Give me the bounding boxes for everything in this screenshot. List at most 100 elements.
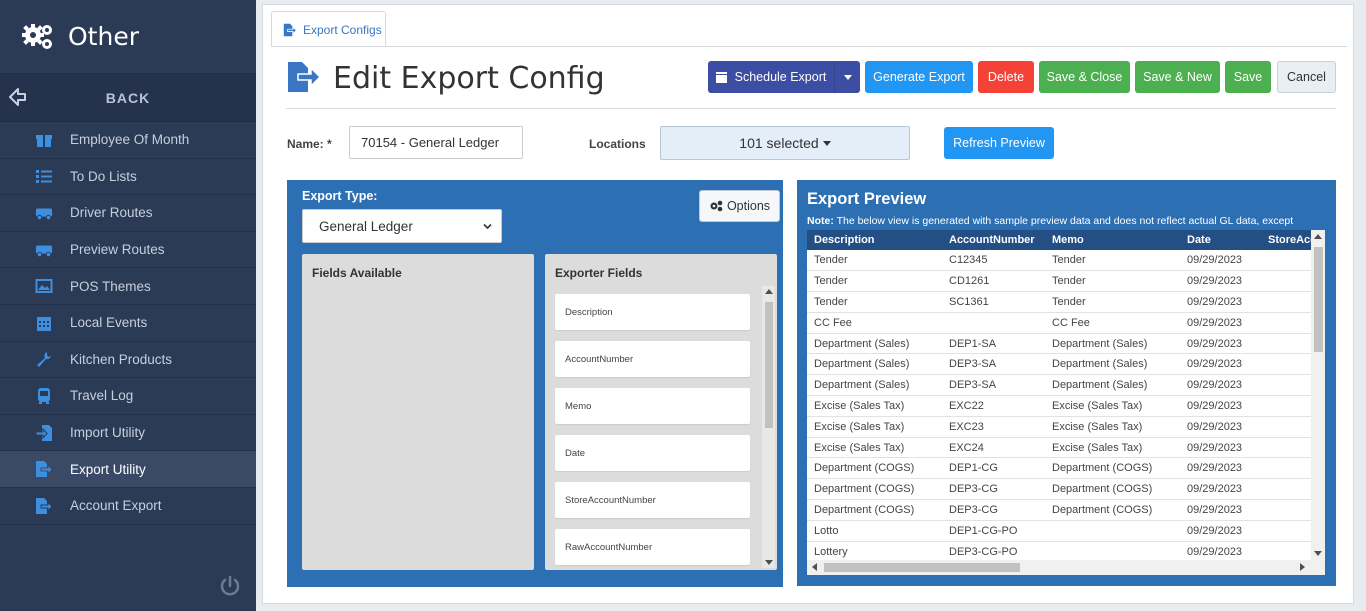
table-row[interactable]: Tender SC1361 Tender 09/29/2023 [807,291,1325,313]
table-cell: Excise (Sales Tax) [1045,437,1180,459]
table-row[interactable]: Department (COGS) DEP3-CG Department (COGS… [807,499,1325,521]
exporter-fields-scrollbar[interactable] [762,286,775,568]
save-new-button[interactable]: Save & New [1135,61,1220,93]
options-button[interactable]: Options [699,190,780,222]
table-row[interactable]: Excise (Sales Tax) EXC24 Excise (Sales Tax… [807,437,1325,459]
table-row[interactable]: Department (COGS) DEP1-CG Department (COGS… [807,457,1325,480]
sidebar-item-account-export[interactable]: Account Export [0,488,256,525]
scroll-right-icon[interactable] [1300,563,1305,571]
sidebar-item-to-do-lists[interactable]: To Do Lists [0,159,256,196]
sidebar-item-driver-routes[interactable]: Driver Routes [0,195,256,232]
delete-button[interactable]: Delete [978,61,1034,93]
refresh-preview-button[interactable]: Refresh Preview [944,127,1054,159]
scroll-up-icon[interactable] [1314,234,1322,239]
table-row[interactable]: Department (COGS) DEP3-CG Department (COGS… [807,478,1325,501]
table-header-row: Description AccountNumber Memo Date Stor… [807,230,1325,250]
sidebar-item-preview-routes[interactable]: Preview Routes [0,232,256,269]
table-row[interactable]: Lottery DEP3-CG-PO 09/29/2023 [807,541,1325,563]
scrollbar-thumb[interactable] [824,563,1020,572]
table-row[interactable]: Department (Sales) DEP1-SA Department (Sal… [807,333,1325,355]
export-config-panel: Export Type: General Ledger Options Fiel… [287,180,783,587]
table-row[interactable]: Tender CD1261 Tender 09/29/2023 [807,270,1325,293]
sidebar-item-label: Kitchen Products [70,351,173,367]
scrollbar-thumb[interactable] [1314,247,1323,352]
tab-export-configs[interactable]: Export Configs [271,11,386,47]
column-header[interactable]: Description [807,230,942,250]
table-row[interactable]: Department (Sales) DEP3-SA Department (Sal… [807,353,1325,376]
save-close-button[interactable]: Save & Close [1039,61,1130,93]
sidebar-item-employee-of-month[interactable]: Employee Of Month [0,122,256,159]
preview-note-text: The below view is generated with sample … [833,215,1294,227]
header-divider [286,108,1336,109]
exporter-field-card[interactable]: Description [555,294,750,330]
scroll-up-icon[interactable] [765,289,773,294]
column-header[interactable]: Memo [1045,230,1180,250]
table-cell: Department (Sales) [1045,353,1180,376]
table-row[interactable]: Excise (Sales Tax) EXC23 Excise (Sales Tax… [807,416,1325,438]
exporter-field-card[interactable]: Memo [555,388,750,424]
power-icon[interactable] [219,575,241,597]
exporter-field-card[interactable]: RawAccountNumber [555,529,750,565]
save-button[interactable]: Save [1225,61,1271,93]
sidebar-item-pos-themes[interactable]: POS Themes [0,268,256,305]
table-row[interactable]: Lotto DEP1-CG-PO 09/29/2023 [807,520,1325,542]
table-cell: Lotto [807,520,942,542]
table-cell: DEP1-CG-PO [942,520,1045,542]
preview-note-label: Note: [807,215,834,227]
schedule-export-dropdown[interactable] [834,61,860,93]
scroll-down-icon[interactable] [1314,551,1322,556]
table-row[interactable]: Tender C12345 Tender 09/29/2023 [807,250,1325,272]
generate-export-button[interactable]: Generate Export [865,61,973,93]
sidebar-item-travel-log[interactable]: Travel Log [0,378,256,415]
fields-available-list[interactable]: Fields Available [302,254,534,570]
table-cell: Excise (Sales Tax) [1045,416,1180,438]
preview-horizontal-scrollbar[interactable] [807,560,1325,575]
table-cell: DEP3-SA [942,353,1045,376]
schedule-export-button[interactable]: Schedule Export [708,61,860,93]
exporter-field-card[interactable]: AccountNumber [555,341,750,377]
table-cell: Department (Sales) [1045,374,1180,397]
export-type-label: Export Type: [302,189,378,203]
export-icon [288,62,322,92]
table-cell [1045,541,1180,563]
sidebar-item-label: Employee Of Month [70,132,190,148]
sidebar-item-export-utility[interactable]: Export Utility [0,451,256,488]
sidebar-item-import-utility[interactable]: Import Utility [0,415,256,452]
table-cell: Tender [1045,291,1180,313]
column-header[interactable]: Date [1180,230,1261,250]
table-cell: Excise (Sales Tax) [807,416,942,438]
preview-vertical-scrollbar[interactable] [1311,230,1325,560]
table-cell: CD1261 [942,270,1045,293]
name-input[interactable]: 70154 - General Ledger [349,126,523,159]
cancel-button[interactable]: Cancel [1277,61,1336,93]
table-cell [1261,333,1325,355]
scroll-left-icon[interactable] [812,563,817,571]
column-header[interactable]: AccountNumber [942,230,1045,250]
back-label: BACK [105,89,151,106]
table-cell: Excise (Sales Tax) [1045,395,1180,417]
exporter-fields-list[interactable]: Exporter Fields Description AccountNumbe… [545,254,777,570]
table-cell [1261,499,1325,521]
page-title: Edit Export Config [333,61,605,96]
sidebar-item-local-events[interactable]: Local Events [0,305,256,342]
table-cell: DEP3-CG [942,478,1045,501]
caret-down-icon [822,140,831,146]
scrollbar-thumb[interactable] [765,302,773,428]
table-row[interactable]: CC Fee CC Fee 09/29/2023 [807,312,1325,334]
exporter-field-card[interactable]: Date [555,435,750,471]
exporter-field-card[interactable]: StoreAccountNumber [555,482,750,518]
table-cell: EXC22 [942,395,1045,417]
table-row[interactable]: Department (Sales) DEP3-SA Department (Sal… [807,374,1325,397]
sidebar-item-label: Import Utility [70,425,146,441]
sidebar-item-kitchen-products[interactable]: Kitchen Products [0,342,256,379]
preview-table-body: Tender C12345 Tender 09/29/2023 Tender CD1261… [807,250,1325,563]
column-header[interactable]: StoreAcc [1261,230,1325,250]
scroll-down-icon[interactable] [765,560,773,565]
back-button[interactable]: BACK [0,74,256,122]
table-cell: 09/29/2023 [1180,478,1261,501]
locations-dropdown[interactable]: 101 selected [660,126,910,160]
table-row[interactable]: Excise (Sales Tax) EXC22 Excise (Sales Tax… [807,395,1325,417]
gift-icon [36,134,52,147]
export-type-select[interactable]: General Ledger [302,209,502,243]
table-cell: Lottery [807,541,942,563]
